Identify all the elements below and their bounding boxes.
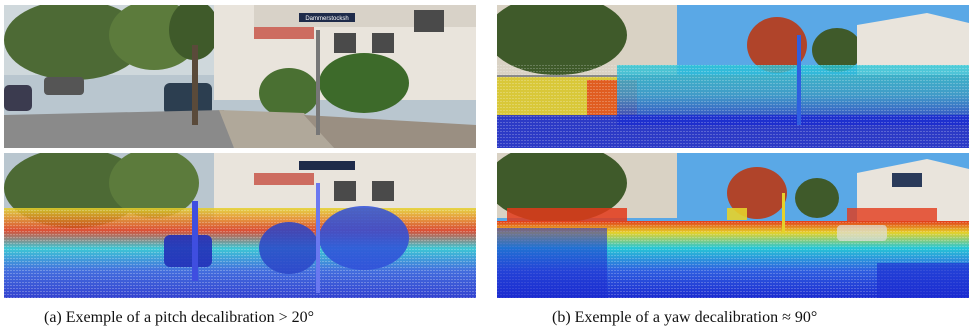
yaw-lidar-overlay bbox=[497, 5, 969, 148]
caption-pitch: (a) Exemple of a pitch decalibration > 2… bbox=[44, 309, 314, 326]
caption-yaw: (b) Exemple of a yaw decalibration ≈ 90° bbox=[552, 309, 818, 326]
pitch-lidar-overlay bbox=[4, 153, 476, 298]
street-sign-text: Dammerstocksh bbox=[305, 16, 348, 22]
yaw-camera-image bbox=[497, 153, 969, 298]
pitch-camera-image: Dammerstocksh bbox=[4, 5, 476, 148]
